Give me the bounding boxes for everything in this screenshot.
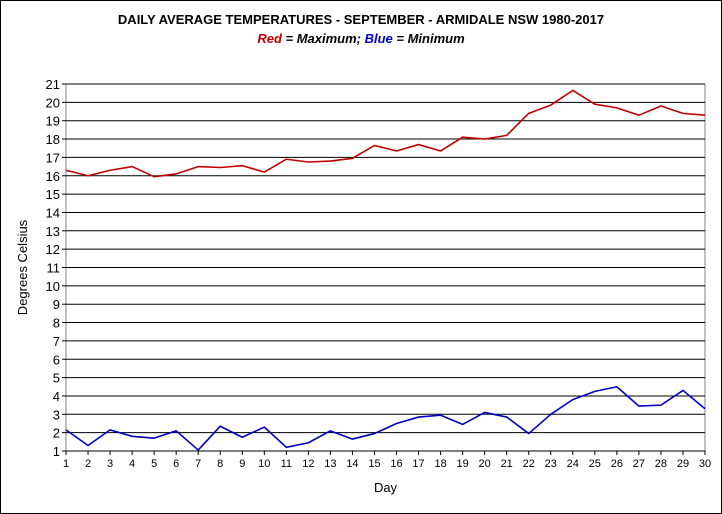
- x-tick-label: 7: [195, 458, 201, 470]
- gridlines: [66, 83, 705, 452]
- x-tick-label: 5: [151, 458, 157, 470]
- subtitle-blue-text: = Minimum: [392, 31, 465, 46]
- y-tick-label: 9: [53, 297, 60, 312]
- chart-subtitle: Red = Maximum; Blue = Minimum: [0, 31, 722, 46]
- y-tick-label: 3: [53, 407, 60, 422]
- x-tick-label: 24: [567, 458, 579, 470]
- x-tick-label: 22: [523, 458, 535, 470]
- x-tick-label: 6: [173, 458, 179, 470]
- x-tick-label: 10: [258, 458, 270, 470]
- x-axis-ticks: 1 2 3 4 5 6 7 8 9 10 11 12 13 14 15 16 17 18 19 20 21 22 23 24 2…: [63, 451, 711, 470]
- y-tick-label: 7: [53, 334, 60, 349]
- x-tick-label: 27: [633, 458, 645, 470]
- x-tick-label: 23: [545, 458, 557, 470]
- y-tick-label: 15: [46, 187, 60, 202]
- y-tick-label: 16: [46, 169, 60, 184]
- y-tick-label: 12: [46, 242, 60, 257]
- x-tick-label: 12: [302, 458, 314, 470]
- y-tick-label: 21: [46, 77, 60, 92]
- series-lines: [65, 89, 706, 451]
- y-tick-label: 20: [46, 95, 60, 110]
- x-tick-label: 8: [217, 458, 223, 470]
- series-line-minimum: [65, 385, 706, 451]
- chart-title: DAILY AVERAGE TEMPERATURES - SEPTEMBER -…: [117, 12, 605, 27]
- y-tick-label: 10: [46, 279, 60, 294]
- y-tick-label: 5: [53, 371, 60, 386]
- series-line-maximum: [65, 89, 706, 178]
- x-tick-label: 25: [589, 458, 601, 470]
- x-tick-label: 30: [699, 458, 711, 470]
- x-tick-label: 1: [63, 458, 69, 470]
- x-tick-label: 14: [346, 458, 358, 470]
- y-tick-label: 2: [53, 426, 60, 441]
- x-tick-label: 4: [129, 458, 135, 470]
- x-tick-label: 16: [390, 458, 402, 470]
- y-axis-label: Degrees Celsius: [15, 219, 30, 315]
- x-tick-label: 9: [239, 458, 245, 470]
- y-tick-label: 11: [47, 261, 61, 276]
- x-tick-label: 15: [368, 458, 380, 470]
- y-tick-label: 1: [53, 444, 60, 459]
- y-tick-label: 19: [46, 114, 60, 129]
- x-tick-label: 11: [281, 458, 292, 470]
- y-tick-label: 18: [46, 132, 60, 147]
- y-tick-label: 13: [46, 224, 60, 239]
- x-tick-label: 26: [611, 458, 623, 470]
- subtitle-red-word: Red: [257, 31, 282, 46]
- x-tick-label: 19: [456, 458, 468, 470]
- x-tick-label: 2: [85, 458, 91, 470]
- subtitle-red-text: = Maximum;: [281, 31, 365, 46]
- x-tick-label: 18: [434, 458, 446, 470]
- x-tick-label: 29: [677, 458, 689, 470]
- y-tick-label: 6: [53, 352, 60, 367]
- y-tick-label: 14: [46, 205, 60, 220]
- x-tick-label: 21: [501, 458, 513, 470]
- x-tick-label: 17: [412, 458, 424, 470]
- subtitle-blue-word: Blue: [364, 31, 393, 46]
- y-tick-label: 4: [53, 389, 60, 404]
- y-tick-label: 17: [46, 150, 60, 165]
- x-tick-label: 3: [107, 458, 113, 470]
- x-tick-label: 28: [655, 458, 667, 470]
- x-axis-label: Day: [374, 480, 398, 495]
- y-tick-label: 8: [53, 316, 60, 331]
- x-tick-label: 13: [324, 458, 336, 470]
- x-tick-label: 20: [479, 458, 491, 470]
